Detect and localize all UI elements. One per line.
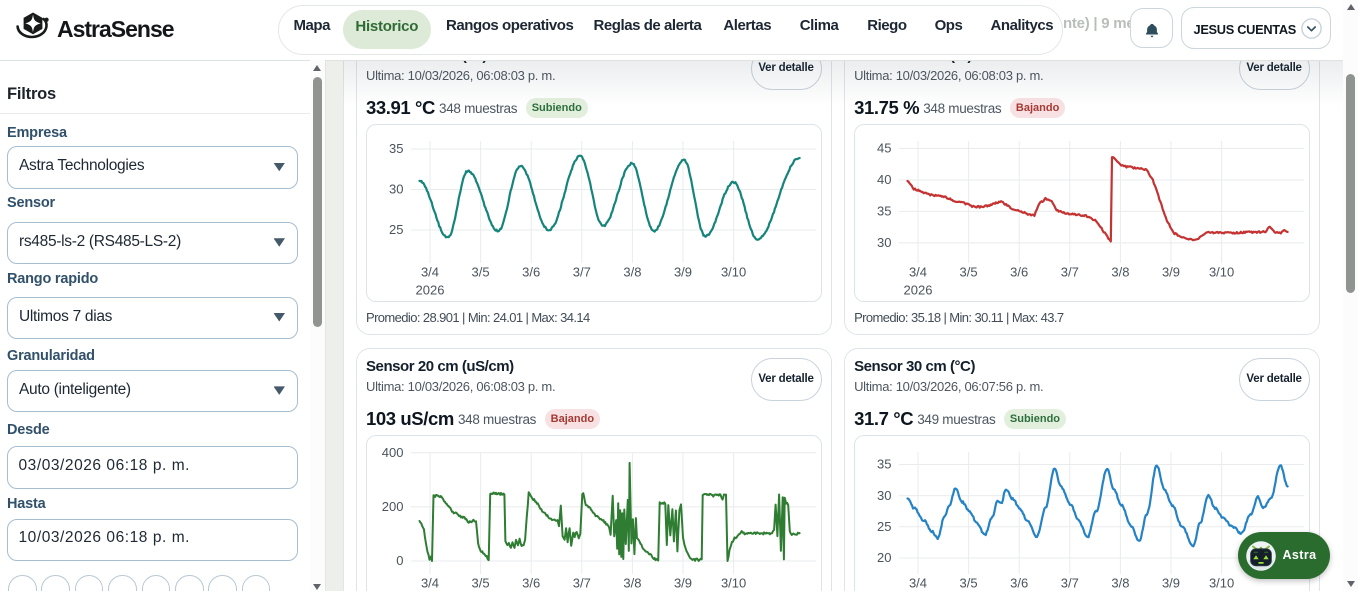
svg-text:35: 35 [389,141,403,156]
svg-text:3/10: 3/10 [1209,576,1234,591]
svg-text:3/9: 3/9 [673,576,691,591]
svg-text:0: 0 [396,553,403,568]
svg-text:3/7: 3/7 [1060,576,1078,591]
svg-text:3/9: 3/9 [1162,265,1180,280]
svg-text:30: 30 [877,235,891,250]
svg-text:3/7: 3/7 [1060,265,1078,280]
svg-text:3/8: 3/8 [1111,265,1129,280]
svg-text:3/5: 3/5 [471,265,489,280]
svg-text:2026: 2026 [903,283,932,298]
svg-text:3/4: 3/4 [909,265,927,280]
svg-text:3/10: 3/10 [1209,265,1234,280]
svg-text:35: 35 [877,457,891,472]
svg-text:3/4: 3/4 [909,576,927,591]
svg-text:3/8: 3/8 [1111,576,1129,591]
svg-text:3/8: 3/8 [623,576,641,591]
svg-text:3/6: 3/6 [1010,576,1028,591]
svg-text:3/10: 3/10 [720,265,745,280]
svg-text:3/6: 3/6 [1010,265,1028,280]
svg-text:3/9: 3/9 [1162,576,1180,591]
svg-text:3/5: 3/5 [959,265,977,280]
svg-text:20: 20 [877,550,891,565]
svg-text:35: 35 [877,204,891,219]
svg-text:400: 400 [381,445,403,460]
svg-text:3/6: 3/6 [522,576,540,591]
svg-text:40: 40 [877,172,891,187]
svg-text:3/7: 3/7 [572,265,590,280]
svg-text:25: 25 [389,222,403,237]
svg-text:3/7: 3/7 [572,576,590,591]
svg-text:3/4: 3/4 [420,265,438,280]
svg-text:30: 30 [389,182,403,197]
svg-text:2026: 2026 [415,283,444,298]
svg-text:3/4: 3/4 [420,576,438,591]
svg-text:3/8: 3/8 [623,265,641,280]
svg-text:25: 25 [877,519,891,534]
svg-text:200: 200 [381,499,403,514]
svg-text:3/10: 3/10 [720,576,745,591]
svg-text:3/5: 3/5 [959,576,977,591]
svg-text:3/9: 3/9 [673,265,691,280]
svg-text:3/6: 3/6 [522,265,540,280]
svg-text:3/5: 3/5 [471,576,489,591]
svg-text:45: 45 [877,141,891,156]
svg-text:30: 30 [877,488,891,503]
